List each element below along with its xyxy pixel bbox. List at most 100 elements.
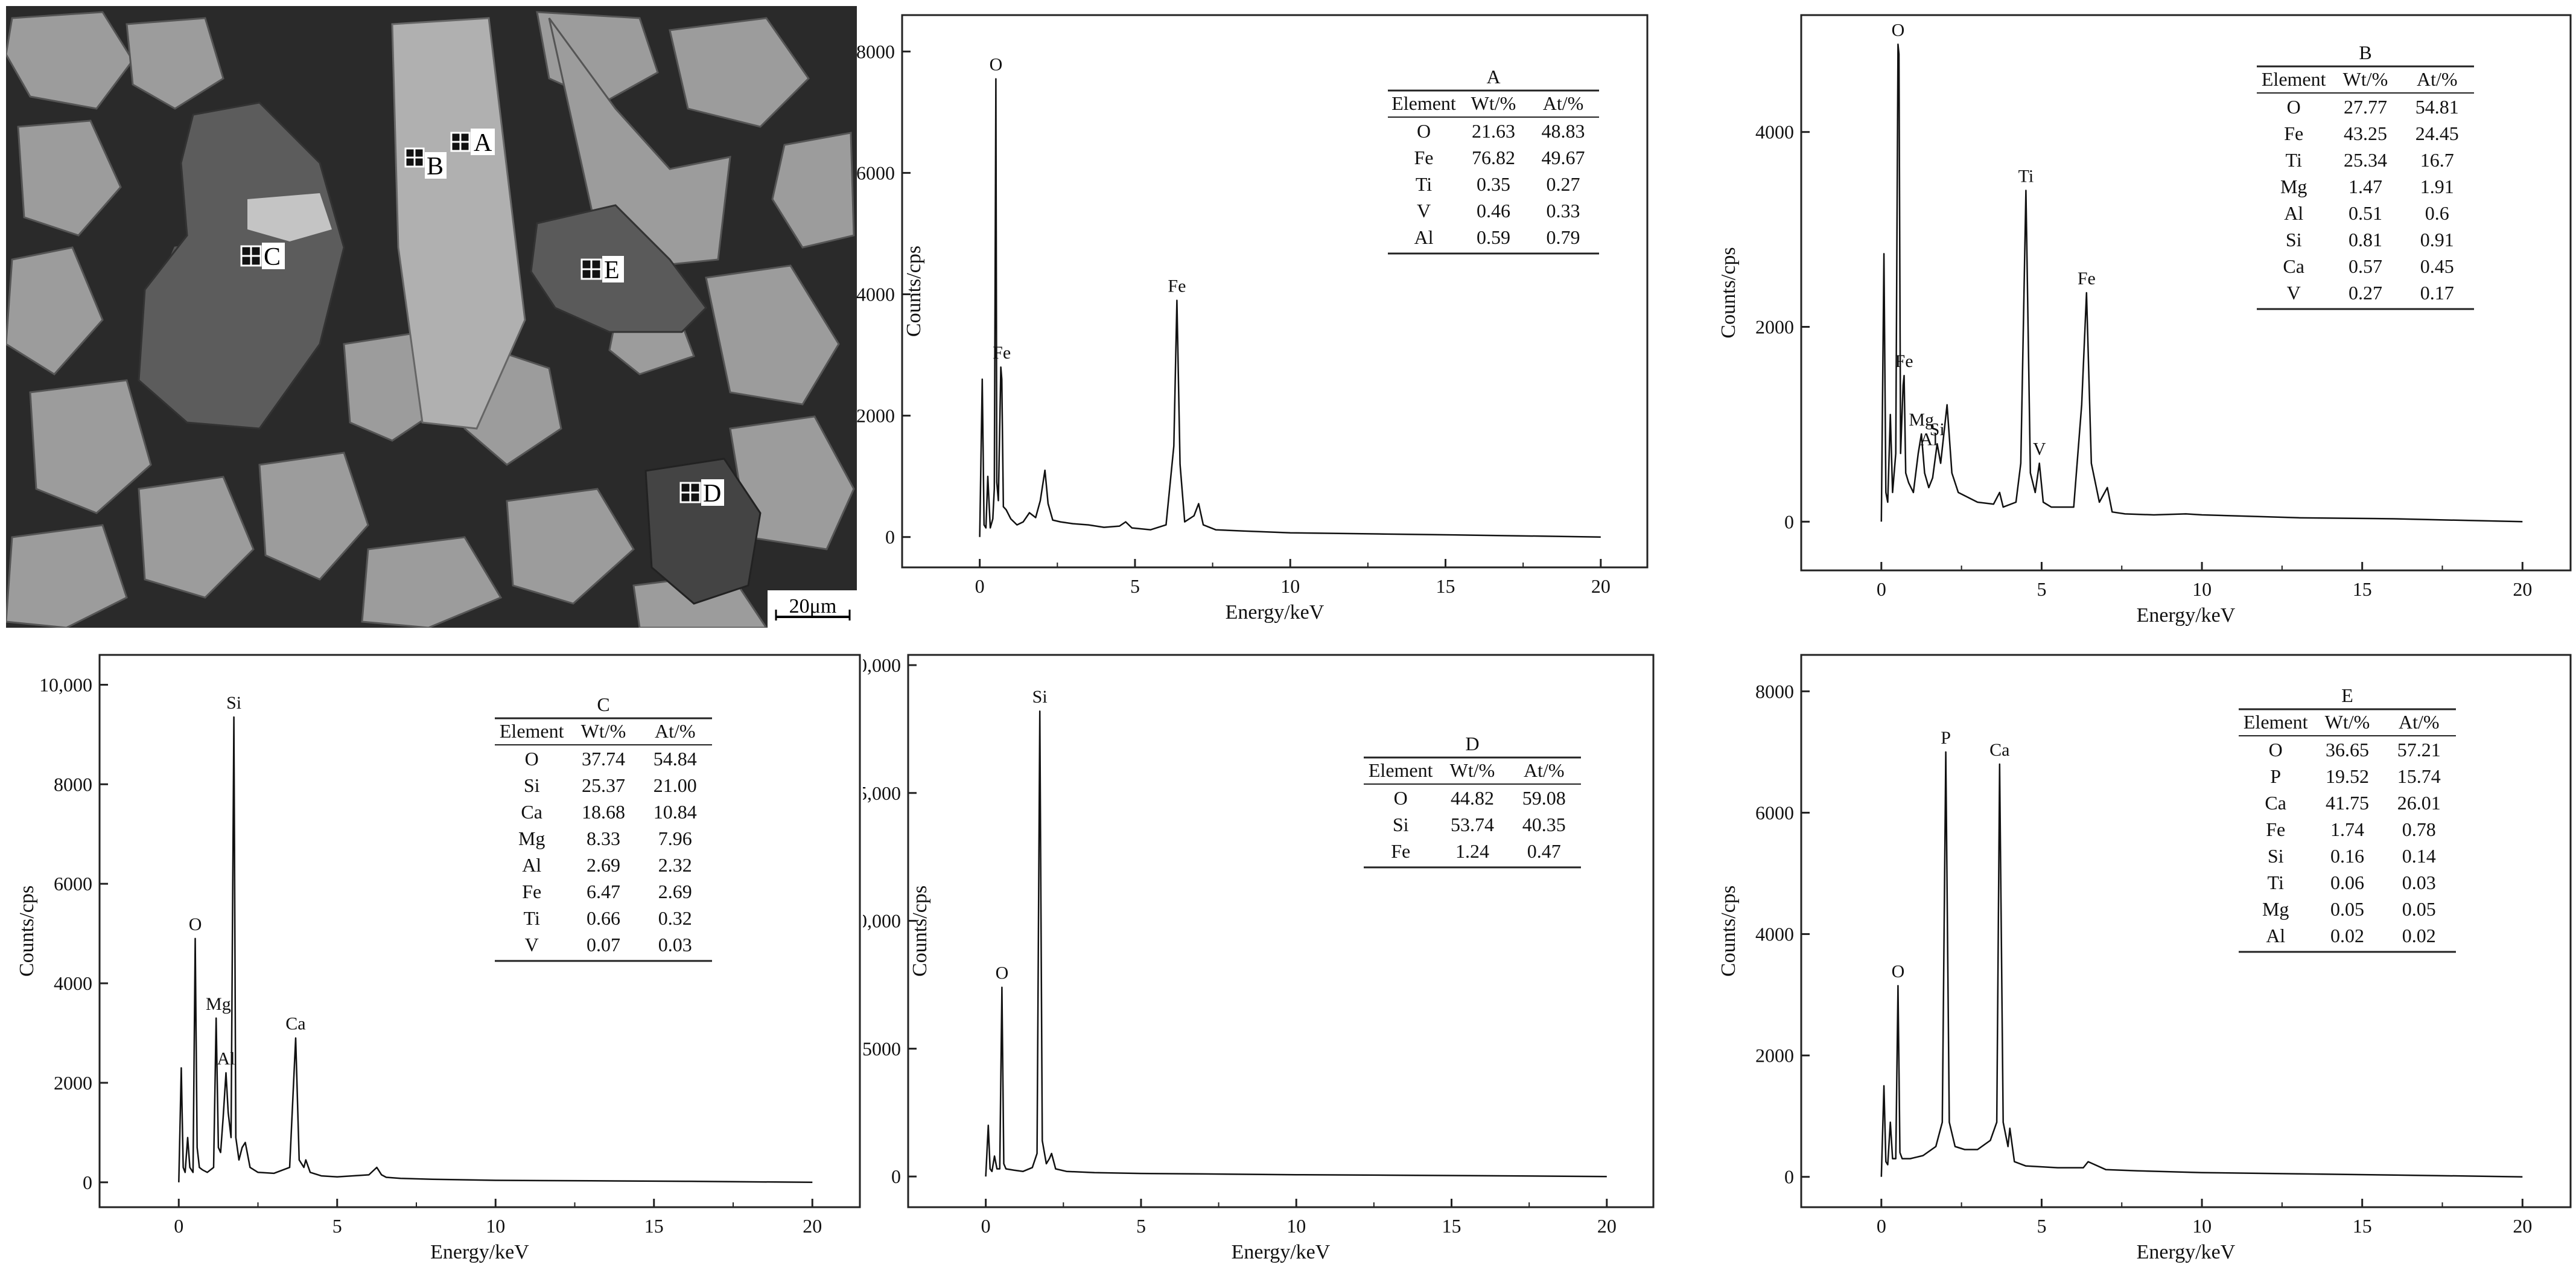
table-header-cell: Wt/% bbox=[1471, 92, 1516, 114]
table-cell: 2.32 bbox=[658, 854, 692, 876]
x-tick-label: 0 bbox=[1877, 578, 1886, 600]
x-tick-label: 0 bbox=[1877, 1215, 1886, 1237]
table-cell: 0.33 bbox=[1547, 200, 1580, 222]
peak-label: Fe bbox=[1895, 351, 1913, 371]
x-tick-label: 15 bbox=[1436, 575, 1455, 597]
table-title: A bbox=[1486, 66, 1500, 88]
peak-label: V bbox=[2033, 439, 2046, 459]
table-cell: 0.03 bbox=[658, 934, 692, 955]
spectrum-series-e bbox=[1880, 751, 2523, 1178]
spectrum-panel-a: 0 5 10 15 20 0 2000 4000 6000 8000 Energy/keV Count… bbox=[856, 0, 1696, 634]
table-cell: 0.17 bbox=[2420, 282, 2454, 304]
table-cell: Ca bbox=[521, 801, 542, 823]
table-cell: Ca bbox=[2283, 255, 2304, 277]
y-tick-label: 2000 bbox=[1755, 316, 1794, 337]
y-axis-label: Counts/cps bbox=[903, 246, 925, 337]
table-header-cell: At/% bbox=[655, 720, 696, 742]
plot-frame-a bbox=[901, 14, 1649, 569]
x-tick-label: 20 bbox=[1597, 1215, 1617, 1237]
table-cell: 43.25 bbox=[2344, 123, 2387, 144]
peak-label: Al bbox=[1919, 429, 1938, 449]
table-cell: 0.02 bbox=[2330, 925, 2364, 946]
table-cell: 41.75 bbox=[2326, 792, 2369, 814]
table-cell: 0.79 bbox=[1547, 226, 1580, 248]
table-cell: 0.91 bbox=[2420, 229, 2454, 250]
table-cell: Si bbox=[524, 774, 540, 796]
table-header-cell: Wt/% bbox=[1450, 759, 1495, 781]
table-cell: 49.67 bbox=[1542, 147, 1585, 168]
peak-label: O bbox=[996, 963, 1009, 983]
table-cell: Al bbox=[2284, 202, 2303, 224]
table-cell: Fe bbox=[2266, 818, 2285, 840]
y-tick-label: 20,000 bbox=[863, 654, 901, 676]
x-tick-label: 0 bbox=[975, 575, 985, 597]
table-cell: O bbox=[1394, 787, 1408, 809]
spectrum-chart-c: 0 5 10 15 20 0 2000 4000 6000 8000 10,000 Energy/ke… bbox=[16, 654, 861, 1263]
y-tick-label: 4000 bbox=[54, 972, 92, 994]
table-cell: O bbox=[2269, 739, 2283, 761]
marker-b: B bbox=[404, 147, 447, 180]
peak-label: Fe bbox=[1168, 276, 1186, 296]
table-header-cell: Element bbox=[2262, 68, 2326, 90]
peak-label: Al bbox=[217, 1048, 235, 1068]
table-header-cell: At/% bbox=[2399, 711, 2440, 733]
x-tick-label: 0 bbox=[174, 1215, 183, 1237]
x-tick-label: 15 bbox=[2353, 1215, 2372, 1237]
peak-label: Fe bbox=[993, 343, 1011, 363]
y-tick-label: 6000 bbox=[857, 162, 895, 183]
spectrum-panel-c: 0 5 10 15 20 0 2000 4000 6000 8000 10,000 Energy/ke… bbox=[0, 637, 863, 1273]
table-cell: 0.14 bbox=[2402, 845, 2436, 867]
table-cell: Al bbox=[1414, 226, 1434, 248]
table-cell: 40.35 bbox=[1522, 814, 1566, 835]
marker-e: E bbox=[580, 256, 624, 284]
x-tick-label: 10 bbox=[2192, 578, 2212, 600]
table-cell: 0.46 bbox=[1477, 200, 1510, 222]
table-cell: Fe bbox=[2284, 123, 2303, 144]
table-cell: Ca bbox=[2265, 792, 2286, 814]
x-tick-label: 5 bbox=[1136, 1215, 1146, 1237]
table-cell: O bbox=[525, 748, 539, 770]
x-tick-label: 5 bbox=[2037, 1215, 2046, 1237]
y-axis-label: Counts/cps bbox=[909, 885, 931, 977]
table-cell: 0.81 bbox=[2349, 229, 2382, 250]
table-cell: 0.78 bbox=[2402, 818, 2436, 840]
marker-c-label: C bbox=[264, 243, 281, 271]
spectrum-series-c bbox=[178, 716, 813, 1184]
x-tick-label: 20 bbox=[2513, 1215, 2532, 1237]
table-cell: 15.74 bbox=[2397, 765, 2441, 787]
spectrum-series-a bbox=[979, 78, 1601, 538]
table-cell: 6.47 bbox=[587, 881, 620, 902]
grain-bright-elongate bbox=[391, 17, 526, 430]
grain-dark-d bbox=[644, 458, 762, 605]
table-cell: 26.01 bbox=[2397, 792, 2441, 814]
peak-label: O bbox=[1892, 20, 1905, 40]
table-cell: 0.03 bbox=[2402, 872, 2436, 893]
plot-frame-d bbox=[907, 654, 1655, 1208]
y-tick-label: 0 bbox=[885, 526, 895, 548]
y-tick-label: 6000 bbox=[1755, 802, 1794, 823]
x-axis-label: Energy/keV bbox=[1232, 1241, 1331, 1263]
table-cell: Mg bbox=[518, 828, 545, 849]
y-axis-label: Counts/cps bbox=[1717, 247, 1740, 338]
x-tick-label: 20 bbox=[803, 1215, 822, 1237]
table-cell: Si bbox=[2286, 229, 2302, 250]
x-tick-label: 20 bbox=[2513, 578, 2532, 600]
sem-micrograph: A B C E D 20μm bbox=[6, 6, 857, 628]
table-cell: 54.84 bbox=[654, 748, 697, 770]
plot-frame-e bbox=[1800, 654, 2572, 1208]
x-tick-label: 10 bbox=[1286, 1215, 1306, 1237]
plot-frame-b bbox=[1800, 14, 2572, 572]
table-cell: Si bbox=[1393, 814, 1409, 835]
table-header-cell: Element bbox=[500, 720, 564, 742]
table-cell: 76.82 bbox=[1472, 147, 1515, 168]
table-cell: 0.02 bbox=[2402, 925, 2436, 946]
spectrum-chart-a: 0 5 10 15 20 0 2000 4000 6000 8000 Energy/keV Count… bbox=[856, 14, 1649, 624]
table-cell: Al bbox=[522, 854, 541, 876]
table-header-cell: Wt/% bbox=[2343, 68, 2388, 90]
table-cell: 0.05 bbox=[2330, 898, 2364, 920]
table-cell: 21.63 bbox=[1472, 120, 1515, 142]
spectrum-panel-b: 0 5 10 15 20 0 2000 4000 Energy/keV Counts/cps O Fe… bbox=[1702, 0, 2576, 634]
table-cell: 0.07 bbox=[587, 934, 620, 955]
y-tick-label: 10,000 bbox=[863, 910, 901, 932]
x-tick-label: 5 bbox=[2037, 578, 2046, 600]
